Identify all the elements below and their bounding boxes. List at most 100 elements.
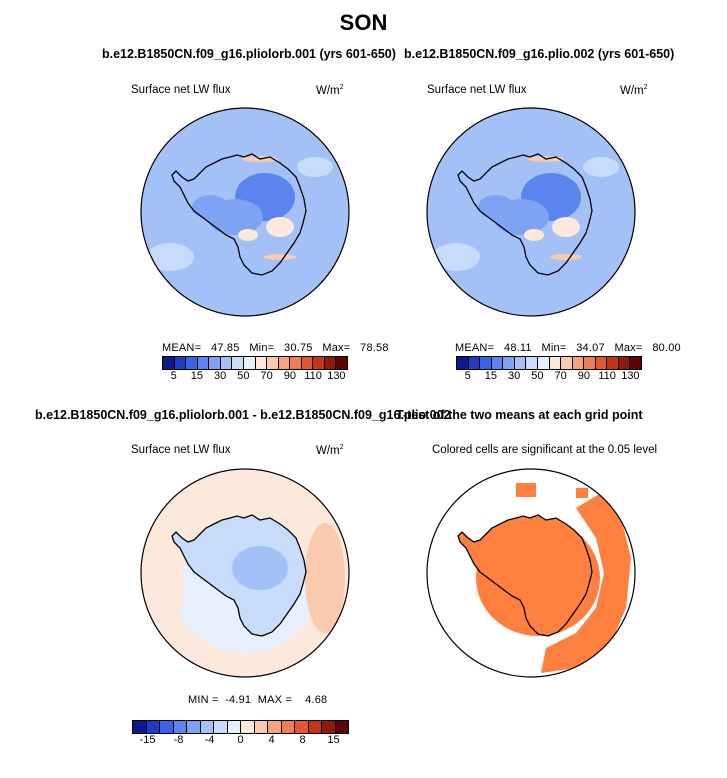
- panel2-title: b.e12.B1850CN.f09_g16.plio.002 (yrs 601-…: [404, 47, 675, 61]
- panel2-variable-label: Surface net LW flux: [427, 84, 527, 96]
- coastline: [457, 153, 593, 276]
- panel1-units: W/m2: [316, 84, 344, 97]
- map-shaded-region: [146, 243, 194, 271]
- colorbar-tick-label: 15: [484, 370, 497, 382]
- map-shaded-region: [297, 157, 333, 177]
- colorbar-cell: [146, 721, 160, 733]
- colorbar-cell: [160, 721, 174, 733]
- colorbar-tick-label: 15: [190, 370, 203, 382]
- panel1-max-label: Max=: [322, 342, 351, 354]
- colorbar-cell: [526, 357, 538, 369]
- colorbar-tick-label: 110: [598, 370, 616, 382]
- colorbar-cell: [514, 357, 527, 369]
- panel1-mean-value: 47.85: [211, 342, 240, 354]
- colorbar-cell: [254, 721, 268, 733]
- colorbar-cell: [584, 357, 596, 369]
- colorbar-tick-label: 130: [621, 370, 640, 382]
- panel2-units: W/m2: [620, 84, 648, 97]
- panel1-units-sup: 2: [339, 84, 344, 91]
- colorbar-cell: [301, 357, 314, 369]
- map-border: [426, 468, 636, 678]
- panel3-units-base: W/m: [316, 444, 340, 457]
- colorbar-cell: [630, 357, 641, 369]
- panel1-units-base: W/m: [316, 84, 340, 97]
- coastline: [171, 514, 307, 637]
- colorbar-cell: [243, 357, 256, 369]
- map-shaded-region: [232, 546, 288, 590]
- colorbar-cell: [290, 357, 302, 369]
- colorbar-cell: [335, 721, 348, 733]
- panel3-max-label: MAX =: [257, 694, 293, 706]
- colorbar-cell: [268, 721, 282, 733]
- panel2-colorbar-ticks: 5 15 30 50 70 90 110 130: [456, 370, 642, 384]
- colorbar-cell: [618, 357, 631, 369]
- panel2-min-label: Min=: [541, 342, 567, 354]
- colorbar-cell: [200, 721, 214, 733]
- panel3-stats: MIN = -4.91 MAX = 4.68: [188, 694, 327, 706]
- panel2-map: [426, 107, 636, 317]
- map-shaded-region: [524, 229, 544, 241]
- colorbar-tick-label: 90: [577, 370, 590, 382]
- panel3-units-sup: 2: [339, 444, 344, 451]
- colorbar-cell: [595, 357, 608, 369]
- colorbar-cell: [336, 357, 347, 369]
- colorbar-cell: [457, 357, 469, 369]
- map-shaded-region: [266, 217, 294, 237]
- colorbar-tick-label: -4: [204, 734, 215, 746]
- colorbar-tick-label: -15: [139, 734, 156, 746]
- panel3-min-value: -4.91: [225, 694, 252, 706]
- panel1-max-value: 78.58: [360, 342, 389, 354]
- map-shaded-region: [238, 229, 258, 241]
- colorbar-tick-label: 30: [214, 370, 227, 382]
- panel2-units-sup: 2: [643, 84, 648, 91]
- map-shaded-region: [576, 488, 588, 498]
- colorbar-tick-label: 30: [508, 370, 521, 382]
- panel2-colorbar-cells: [456, 356, 642, 370]
- colorbar-tick-label: -8: [173, 734, 184, 746]
- panel1-colorbar: 5 15 30 50 70 90 110 130: [162, 356, 348, 384]
- panel3-variable-label: Surface net LW flux: [131, 444, 231, 456]
- panel1-title: b.e12.B1850CN.f09_g16.pliolorb.001 (yrs …: [102, 47, 396, 61]
- colorbar-cell: [173, 721, 187, 733]
- panel2-stats: MEAN= 48.11 Min= 34.07 Max= 80.00: [455, 342, 681, 354]
- map-border: [140, 107, 350, 317]
- map-shaded-region: [432, 243, 480, 271]
- panel1-map: [140, 107, 350, 317]
- colorbar-cell: [186, 357, 198, 369]
- colorbar-tick-label: 4: [268, 734, 275, 746]
- panel3-units: W/m2: [316, 444, 344, 457]
- panel2-units-base: W/m: [620, 84, 644, 97]
- panel1-mean-label: MEAN=: [162, 342, 202, 354]
- colorbar-cell: [503, 357, 515, 369]
- colorbar-cell: [480, 357, 492, 369]
- panel1-colorbar-ticks: 5 15 30 50 70 90 110 130: [162, 370, 348, 384]
- colorbar-tick-label: 50: [237, 370, 250, 382]
- colorbar-cell: [561, 357, 573, 369]
- panel4-map: [426, 468, 636, 678]
- panel3-colorbar-cells: [132, 720, 349, 734]
- panel3-map: [140, 468, 350, 678]
- panel2-max-value: 80.00: [652, 342, 681, 354]
- colorbar-cell: [313, 357, 325, 369]
- colorbar-cell: [209, 357, 221, 369]
- map-shaded-region: [305, 523, 345, 633]
- colorbar-cell: [468, 357, 481, 369]
- colorbar-cell: [322, 721, 336, 733]
- colorbar-cell: [197, 357, 210, 369]
- colorbar-tick-label: 70: [260, 370, 273, 382]
- map-shaded-region: [478, 195, 514, 219]
- colorbar-tick-label: 5: [464, 370, 471, 382]
- panel2-colorbar: 5 15 30 50 70 90 110 130: [456, 356, 642, 384]
- colorbar-cell: [174, 357, 187, 369]
- colorbar-cell: [227, 721, 241, 733]
- panel2-mean-value: 48.11: [504, 342, 532, 354]
- colorbar-cell: [572, 357, 585, 369]
- map-shaded-region: [192, 195, 228, 219]
- colorbar-tick-label: 15: [327, 734, 340, 746]
- panel3-colorbar: -15 -8 -4 0 4 8 15: [132, 720, 349, 748]
- panel3-min-label: MIN =: [188, 694, 219, 706]
- colorbar-cell: [278, 357, 291, 369]
- panel3-colorbar-ticks: -15 -8 -4 0 4 8 15: [132, 734, 349, 748]
- panel4-title: T-test of the two means at each grid poi…: [396, 408, 643, 422]
- map-shaded-region: [550, 254, 582, 260]
